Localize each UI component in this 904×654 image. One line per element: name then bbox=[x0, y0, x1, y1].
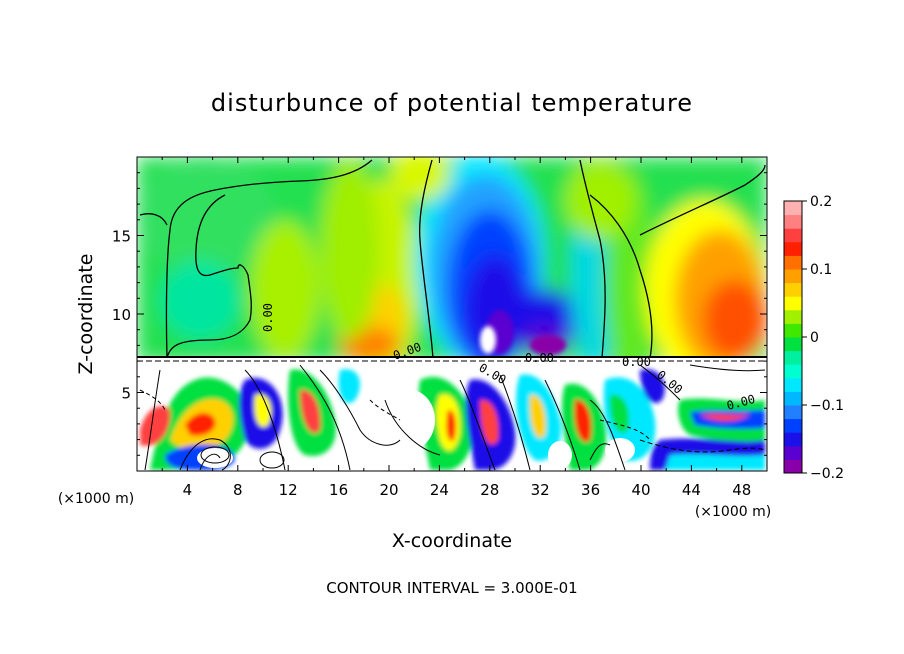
upper-layer-shading bbox=[137, 157, 767, 390]
y-tick-label: 5 bbox=[121, 385, 131, 403]
x-tick-label: 32 bbox=[531, 481, 550, 499]
y-unit-label: (×1000 m) bbox=[58, 491, 134, 507]
colorbar-swatch bbox=[784, 296, 802, 311]
x-tick-label: 12 bbox=[279, 481, 298, 499]
x-axis-label: X-coordinate bbox=[392, 530, 512, 552]
colorbar-tick-label: 0.1 bbox=[810, 262, 832, 278]
colorbar-swatch bbox=[784, 432, 802, 447]
colorbar-swatch bbox=[784, 228, 802, 243]
x-tick-label: 44 bbox=[682, 481, 701, 499]
colorbar-swatch bbox=[784, 201, 802, 216]
colorbar-swatch bbox=[784, 255, 802, 270]
colorbar-swatch bbox=[784, 405, 802, 420]
colorbar-tick-label: 0 bbox=[810, 330, 819, 346]
lower-contour-lines bbox=[139, 364, 766, 471]
contour-label: 0.00 bbox=[261, 303, 275, 332]
contour-lines bbox=[137, 159, 767, 362]
y-tick-label: 10 bbox=[112, 306, 131, 324]
y-axis-ticks: 5 10 15 bbox=[112, 172, 767, 456]
lower-white-patches bbox=[197, 364, 760, 470]
x-tick-label: 8 bbox=[233, 481, 243, 499]
x-tick-label: 24 bbox=[430, 481, 449, 499]
contour-interval-note: CONTOUR INTERVAL = 3.000E-01 bbox=[326, 579, 577, 597]
filled-contour-field: 0.00 0.00 0.00 0.00 0.00 0.00 0.00 bbox=[137, 157, 767, 471]
x-tick-label: 36 bbox=[581, 481, 600, 499]
colorbar-swatch bbox=[784, 214, 802, 229]
colorbar-swatch bbox=[784, 282, 802, 297]
colorbar-swatch bbox=[784, 241, 802, 256]
upper-core-features bbox=[480, 310, 566, 355]
colorbar-tick-label: 0.2 bbox=[810, 194, 832, 210]
colorbar-swatch bbox=[784, 445, 802, 460]
colorbar-swatch bbox=[784, 350, 802, 365]
x-tick-label: 20 bbox=[379, 481, 398, 499]
colorbar-swatch bbox=[784, 459, 802, 474]
colorbar-swatch bbox=[784, 337, 802, 352]
colorbar-swatch bbox=[784, 377, 802, 392]
x-tick-label: 48 bbox=[732, 481, 751, 499]
y-tick-label: 15 bbox=[112, 228, 131, 246]
x-axis-ticks: 4 8 12 16 20 24 28 32 36 40 44 48 bbox=[161, 157, 751, 499]
chart-title: disturbunce of potential temperature bbox=[211, 89, 693, 117]
contour-label: 0.00 bbox=[622, 355, 651, 369]
x-unit-label: (×1000 m) bbox=[695, 504, 771, 520]
y-axis-label: Z-coordinate bbox=[75, 254, 97, 375]
colorbar-swatch bbox=[784, 269, 802, 284]
x-tick-label: 16 bbox=[329, 481, 348, 499]
x-tick-label: 28 bbox=[480, 481, 499, 499]
x-tick-label: 40 bbox=[631, 481, 650, 499]
x-tick-label: 4 bbox=[183, 481, 193, 499]
colorbar-tick-label: −0.2 bbox=[810, 466, 844, 482]
colorbar-swatch bbox=[784, 364, 802, 379]
colorbar-tick-label: −0.1 bbox=[810, 398, 844, 414]
colorbar-swatch bbox=[784, 309, 802, 324]
colorbar-swatch bbox=[784, 323, 802, 338]
colorbar-swatch bbox=[784, 391, 802, 406]
colorbar-ticks: 0.2 0.1 0 −0.1 −0.2 bbox=[802, 194, 844, 482]
colorbar bbox=[784, 201, 802, 474]
colorbar-swatch bbox=[784, 418, 802, 433]
contour-label: 0.00 bbox=[525, 351, 554, 365]
